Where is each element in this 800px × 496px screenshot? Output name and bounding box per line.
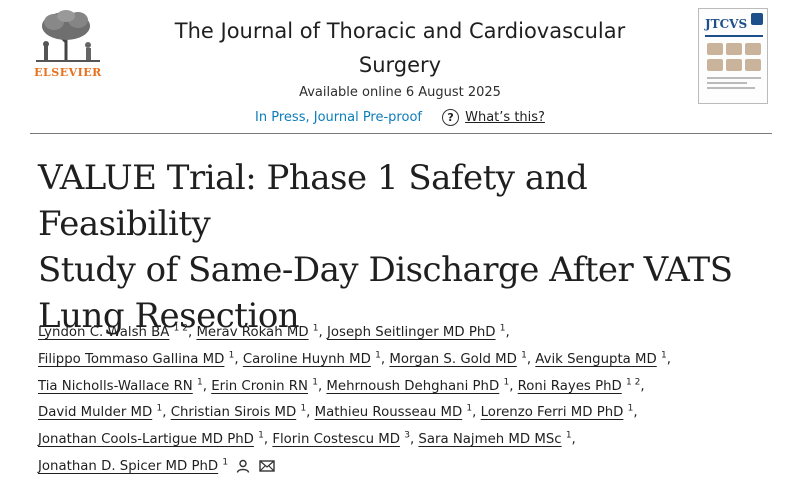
- affiliation-marker[interactable]: 1: [312, 377, 318, 388]
- journal-title[interactable]: The Journal of Thoracic and Cardiovascul…: [130, 14, 670, 82]
- question-circle-icon[interactable]: ?: [442, 109, 460, 126]
- article-title-line3: Lung Resection: [38, 296, 300, 336]
- author-list: Lyndon C. Walsh BA 1 2, Merav Rokah MD 1…: [38, 320, 778, 481]
- affiliation-marker[interactable]: 3: [404, 430, 410, 441]
- author-link[interactable]: Jonathan D. Spicer MD PhD: [38, 458, 219, 474]
- affiliation-marker[interactable]: 1: [312, 323, 319, 334]
- author-line: Filippo Tommaso Gallina MD 1, Caroline H…: [38, 350, 671, 367]
- author-link[interactable]: Mathieu Rousseau MD: [314, 405, 463, 421]
- affiliation-marker[interactable]: 1: [375, 350, 381, 361]
- affiliation-marker[interactable]: 1: [499, 323, 506, 334]
- header-divider: [30, 133, 772, 134]
- author-link[interactable]: Mehrnoush Dehghani PhD: [326, 378, 500, 394]
- author-link[interactable]: Tia Nicholls-Wallace RN: [38, 378, 193, 394]
- author-line: David Mulder MD 1, Christian Sirois MD 1…: [38, 403, 638, 421]
- article-title-line2: Study of Same-Day Discharge After VATS: [38, 250, 733, 290]
- affiliation-marker[interactable]: 1: [521, 350, 527, 361]
- article-status-row: In Press, Journal Pre-proof ? What’s this…: [130, 109, 670, 126]
- affiliation-marker[interactable]: 1: [503, 377, 510, 388]
- journal-title-line2: Surgery: [358, 53, 442, 77]
- journal-title-line1: The Journal of Thoracic and Cardiovascul…: [174, 19, 626, 43]
- affiliation-marker[interactable]: 1: [660, 350, 667, 361]
- author-link[interactable]: Jonathan Cools-Lartigue MD PhD: [38, 432, 254, 448]
- affiliation-marker[interactable]: 1: [197, 377, 203, 388]
- author-link[interactable]: Christian Sirois MD: [170, 405, 297, 421]
- author-link[interactable]: Florin Costescu MD: [272, 432, 400, 448]
- affiliation-marker[interactable]: 1: [156, 403, 163, 414]
- author-link[interactable]: Merav Rokah MD: [196, 325, 309, 340]
- elsevier-logo-text: ELSEVIER: [34, 66, 102, 79]
- person-icon[interactable]: [236, 459, 250, 473]
- mail-icon[interactable]: [258, 460, 275, 472]
- author-link[interactable]: Lyndon C. Walsh BA: [38, 325, 170, 340]
- author-line: Jonathan Cools-Lartigue MD PhD 1, Florin…: [38, 430, 576, 448]
- author-line: Tia Nicholls-Wallace RN 1, Erin Cronin R…: [38, 377, 645, 394]
- cover-journal-name: JTCVS: [705, 17, 748, 31]
- affiliation-marker[interactable]: 1: [222, 457, 229, 468]
- author-link[interactable]: Erin Cronin RN: [211, 378, 308, 394]
- affiliation-marker[interactable]: 1: [300, 403, 307, 414]
- in-press-link[interactable]: In Press, Journal Pre-proof: [255, 110, 422, 125]
- affiliation-marker[interactable]: 1: [228, 350, 235, 361]
- author-link[interactable]: Lorenzo Ferri MD PhD: [480, 405, 624, 421]
- article-title: VALUE Trial: Phase 1 Safety and Feasibil…: [38, 155, 768, 339]
- author-line: Lyndon C. Walsh BA 1 2, Merav Rokah MD 1…: [38, 323, 510, 340]
- affiliation-marker[interactable]: 1: [466, 403, 473, 414]
- affiliation-marker[interactable]: 1: [627, 403, 634, 414]
- author-link[interactable]: Sara Najmeh MD MSc: [418, 432, 562, 448]
- affiliation-marker[interactable]: 1: [258, 430, 264, 441]
- available-online-date: Available online 6 August 2025: [299, 85, 501, 100]
- elsevier-logo[interactable]: ELSEVIER: [30, 8, 106, 84]
- author-line: Jonathan D. Spicer MD PhD 1: [38, 454, 778, 481]
- author-link[interactable]: Roni Rayes PhD: [517, 378, 622, 394]
- author-link[interactable]: Caroline Huynh MD: [242, 351, 371, 367]
- affiliation-marker[interactable]: 1 2: [626, 377, 641, 388]
- whats-this-link[interactable]: What’s this?: [465, 110, 545, 125]
- author-link[interactable]: Avik Sengupta MD: [535, 351, 657, 367]
- affiliation-marker[interactable]: 1: [565, 430, 572, 441]
- elsevier-tree-icon: [36, 10, 100, 62]
- cover-badge-icon: [751, 13, 763, 25]
- author-link[interactable]: David Mulder MD: [38, 405, 153, 421]
- author-link[interactable]: Morgan S. Gold MD: [389, 351, 517, 367]
- affiliation-marker[interactable]: 1 2: [173, 323, 188, 334]
- cover-art-icon: [705, 35, 763, 89]
- author-link[interactable]: Filippo Tommaso Gallina MD: [38, 351, 225, 367]
- article-title-line1: VALUE Trial: Phase 1 Safety and Feasibil…: [38, 158, 588, 244]
- author-link[interactable]: Joseph Seitlinger MD PhD: [327, 325, 496, 340]
- journal-cover-image[interactable]: JTCVS: [698, 8, 768, 104]
